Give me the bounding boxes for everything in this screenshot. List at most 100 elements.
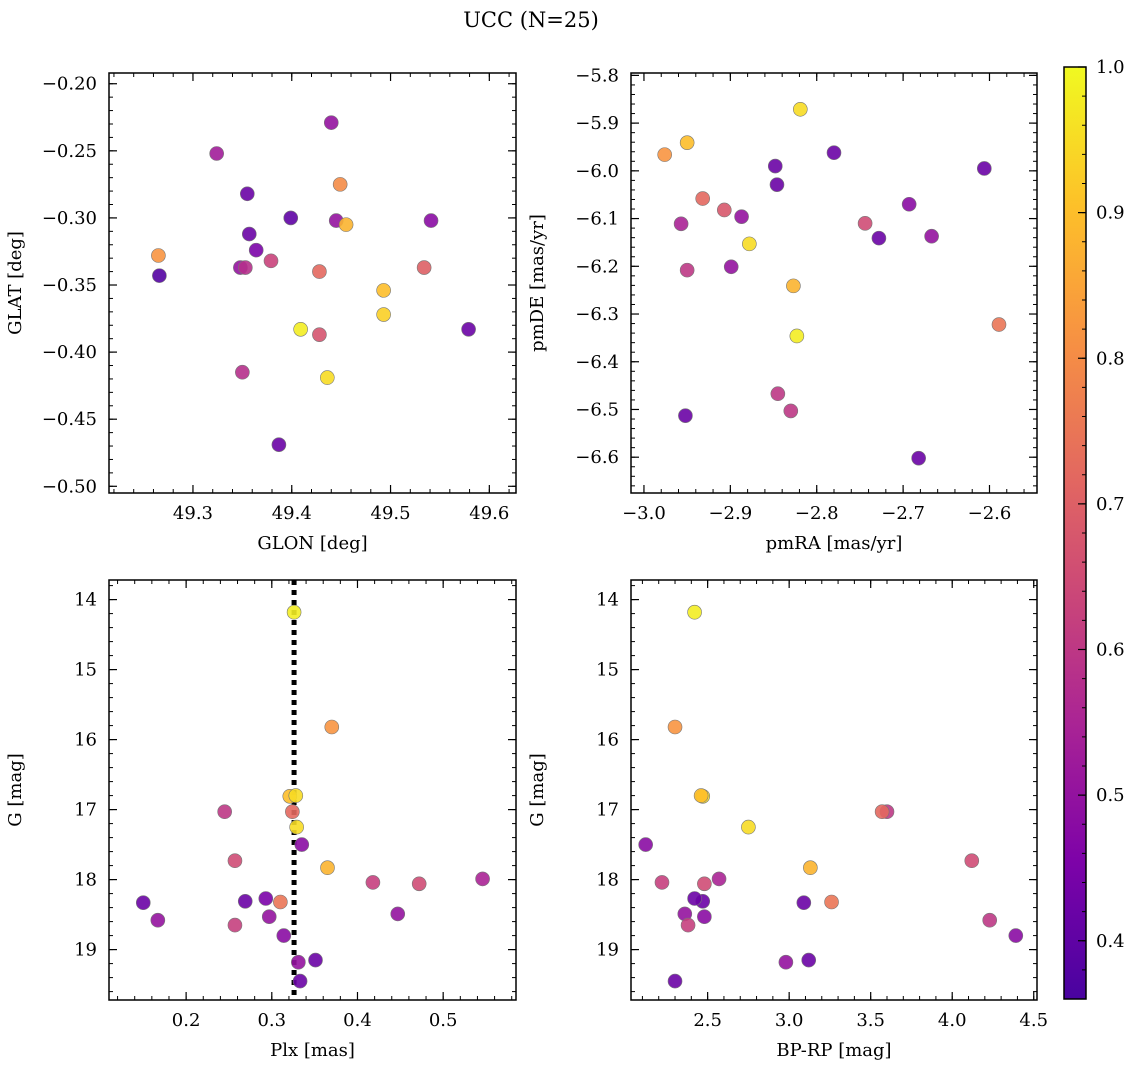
- ylabel-pmde: pmDE [mas/yr]: [527, 214, 548, 352]
- x-tick-label: 3.0: [775, 1010, 804, 1031]
- y-tick-label: −6.3: [575, 304, 619, 325]
- xlabel-bprp: BP-RP [mag]: [776, 1040, 891, 1061]
- scatter-point: [678, 408, 693, 423]
- scatter-point: [292, 973, 308, 989]
- scatter-point: [1008, 928, 1024, 943]
- scatter-point: [711, 871, 727, 887]
- xlabel-glon: GLON [deg]: [257, 533, 367, 554]
- scatter-point: [982, 912, 998, 928]
- scatter-point: [654, 875, 670, 890]
- x-tick-label: 4.5: [1019, 1010, 1048, 1031]
- scatter-point: [687, 891, 702, 906]
- scatter-point: [288, 788, 304, 803]
- scatter-point: [824, 894, 839, 910]
- x-tick-label: −2.6: [968, 503, 1012, 524]
- y-tick-label: −6.1: [575, 209, 619, 230]
- scatter-point: [801, 952, 817, 968]
- scatter-point: [693, 788, 709, 803]
- scatter-point: [217, 804, 232, 820]
- x-tick-label: 2.5: [693, 1010, 722, 1031]
- scatter-point: [376, 307, 391, 322]
- scatter-point: [376, 283, 391, 298]
- y-tick-label: −0.25: [42, 141, 97, 162]
- scatter-point: [924, 228, 939, 244]
- axes-frame-glon-glat: [108, 72, 517, 494]
- colorbar-tick-label: 0.7: [1096, 494, 1125, 515]
- scatter-point: [273, 894, 288, 910]
- colorbar-tick-label: 0.5: [1096, 785, 1125, 806]
- scatter-point: [241, 226, 257, 242]
- scatter-point: [411, 876, 427, 892]
- scatter-point: [697, 909, 712, 925]
- scatter-point: [151, 248, 166, 263]
- scatter-point: [283, 210, 299, 226]
- y-tick-label: 17: [74, 800, 97, 821]
- scatter-point: [667, 719, 683, 735]
- x-tick-label: 0.2: [172, 1010, 201, 1031]
- scatter-point: [874, 804, 890, 820]
- axes-frame-plx-g: [108, 579, 517, 1001]
- ylabel-g-right: G [mag]: [527, 753, 548, 826]
- xlabel-pmra: pmRA [mas/yr]: [766, 533, 903, 554]
- scatter-point: [135, 895, 151, 911]
- colorbar: 0.4 0.5 0.6 0.7 0.8 0.9 1.0: [1063, 57, 1125, 1000]
- scatter-point: [227, 917, 243, 933]
- colorbar-tick-label: 0.9: [1096, 203, 1125, 224]
- y-tick-label: −0.30: [42, 208, 97, 229]
- scatter-point: [312, 327, 327, 342]
- scatter-point: [235, 364, 250, 380]
- scatter-point: [786, 278, 801, 294]
- y-tick-label: −0.50: [42, 476, 97, 497]
- scatter-point: [323, 115, 339, 130]
- axes-frame-bprp-g: [630, 579, 1038, 1001]
- scatter-point: [461, 321, 476, 337]
- scatter-point: [803, 860, 818, 876]
- scatter-point: [365, 875, 381, 890]
- scatter-point: [320, 370, 335, 385]
- y-tick-label: −6.5: [575, 399, 619, 420]
- scatter-point: [964, 853, 980, 869]
- scatter-point: [286, 604, 302, 620]
- scatter-point: [789, 328, 805, 344]
- scatter-point: [320, 860, 335, 876]
- scatter-point: [977, 161, 992, 176]
- x-tick-label: 49.3: [173, 503, 213, 524]
- y-tick-label: −6.2: [575, 256, 619, 277]
- scatter-point: [911, 450, 926, 466]
- scatter-point: [770, 386, 786, 402]
- scatter-point: [152, 268, 167, 283]
- scatter-point: [857, 216, 873, 231]
- scatter-point: [716, 202, 732, 218]
- x-tick-label: −2.7: [881, 503, 925, 524]
- scatter-point: [150, 912, 166, 928]
- scatter-point: [293, 321, 308, 337]
- scatter-point: [769, 177, 785, 192]
- y-tick-label: −6.6: [575, 447, 619, 468]
- colorbar-tick-label: 1.0: [1096, 57, 1125, 78]
- y-tick-label: 19: [74, 940, 97, 961]
- y-tick-label: −0.40: [42, 342, 97, 363]
- scatter-point: [285, 804, 300, 820]
- scatter-point: [312, 264, 327, 279]
- scatter-point: [679, 262, 695, 278]
- scatter-point: [390, 906, 406, 922]
- scatter-point: [667, 973, 683, 989]
- scatter-point: [240, 186, 255, 202]
- scatter-point: [276, 928, 292, 943]
- y-tick-label: −6.0: [575, 161, 619, 182]
- x-tick-label: 49.4: [272, 503, 312, 524]
- scatter-point: [423, 213, 439, 228]
- x-tick-label: 0.5: [429, 1010, 458, 1031]
- scatter-point: [209, 146, 224, 161]
- x-tick-label: −3.0: [622, 503, 666, 524]
- x-tick-label: 49.6: [469, 503, 509, 524]
- colorbar-tick-label: 0.4: [1096, 931, 1125, 952]
- y-tick-label: −5.8: [575, 65, 619, 86]
- y-tick-label: 16: [74, 730, 97, 751]
- y-tick-label: 15: [74, 660, 97, 681]
- scatter-point: [338, 217, 354, 232]
- scatter-point: [991, 317, 1007, 332]
- y-tick-label: 17: [596, 800, 619, 821]
- scatter-point: [723, 259, 739, 275]
- panel-plx-g: Plx [mas] G [mag] 0.2 0.3 0.4 0.5 14 15 16 17 18…: [5, 579, 517, 1061]
